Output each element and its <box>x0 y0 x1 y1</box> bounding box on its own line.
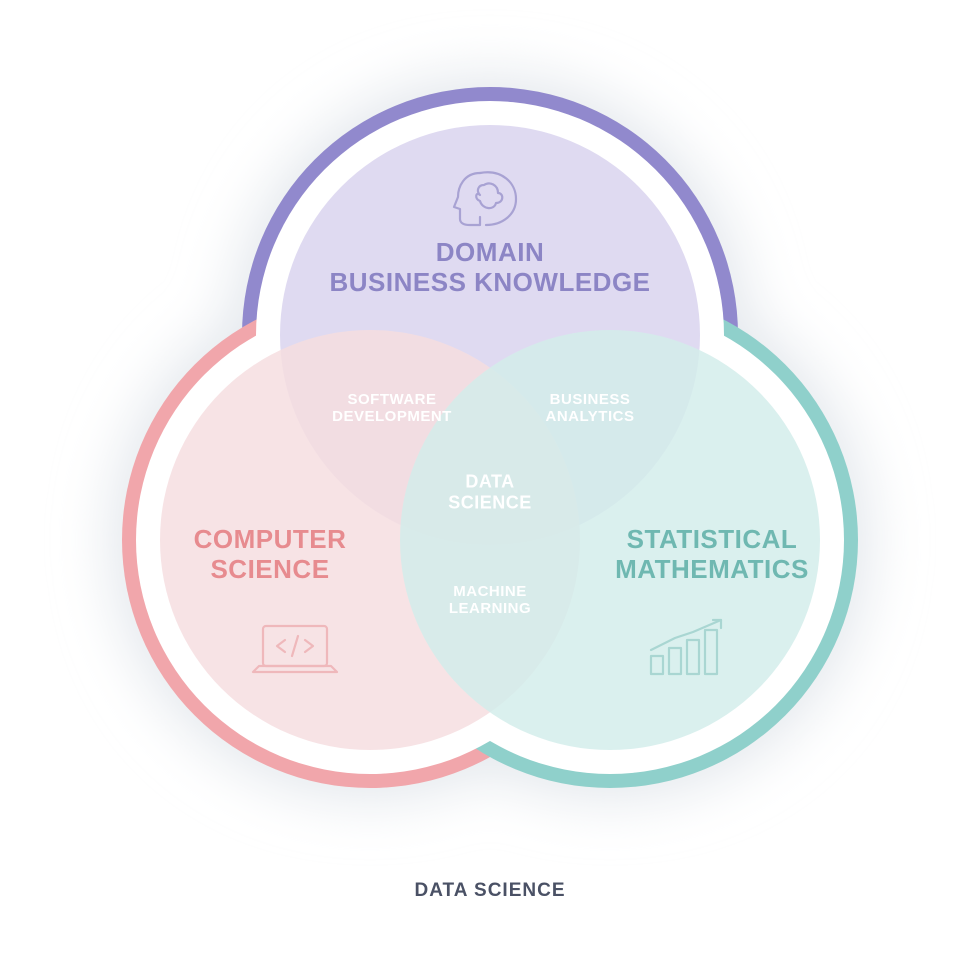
laptop-code-icon <box>253 626 337 672</box>
label-software-dev: SOFTWARE DEVELOPMENT <box>332 391 452 426</box>
label-machine-learning: MACHINE LEARNING <box>449 583 531 618</box>
diagram-caption: DATA SCIENCE <box>415 880 566 902</box>
label-cs: COMPUTER SCIENCE <box>194 525 347 585</box>
venn-diagram-container: DOMAIN BUSINESS KNOWLEDGE COMPUTER SCIEN… <box>0 0 980 980</box>
growth-chart-icon <box>651 620 721 674</box>
label-data-science-center: DATA SCIENCE <box>448 471 532 512</box>
label-business-analytics: BUSINESS ANALYTICS <box>546 391 635 426</box>
label-domain: DOMAIN BUSINESS KNOWLEDGE <box>329 238 650 298</box>
label-stats: STATISTICAL MATHEMATICS <box>615 525 809 585</box>
brain-head-icon <box>454 172 516 225</box>
